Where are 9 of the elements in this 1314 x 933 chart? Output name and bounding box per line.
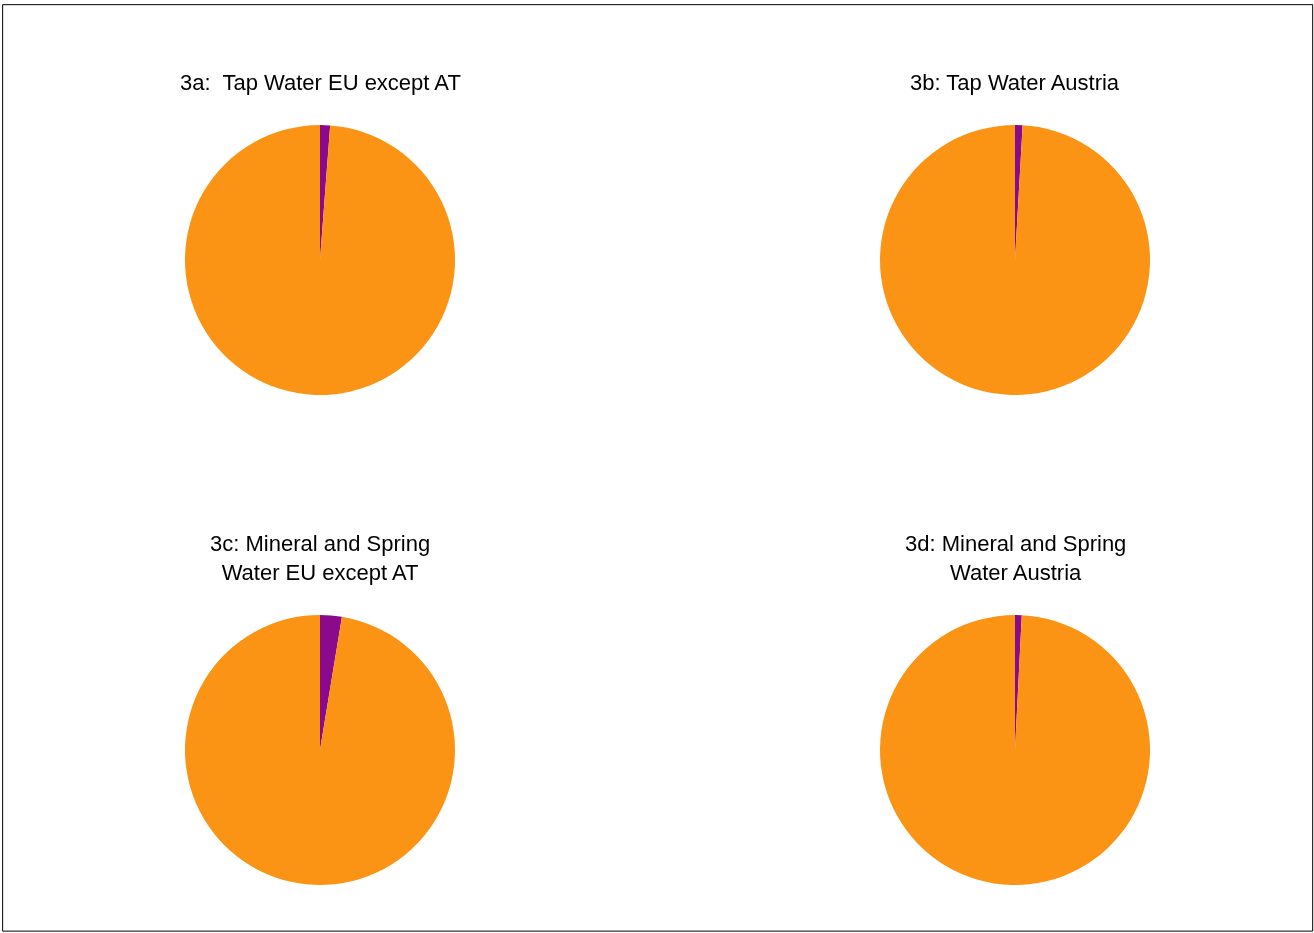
pie-slice — [320, 615, 342, 750]
chart-title: 3a: Tap Water EU except AT — [180, 70, 461, 95]
pie-slice — [185, 615, 455, 885]
pie-slice — [880, 615, 1150, 885]
pie-slice — [185, 125, 455, 395]
pie-slice — [880, 125, 1150, 395]
chart-title: 3c: Mineral and Spring Water EU except AT — [210, 531, 431, 585]
chart-title: 3b: Tap Water Austria — [910, 70, 1120, 95]
chart-title: 3d: Mineral and Spring Water Austria — [905, 531, 1127, 585]
